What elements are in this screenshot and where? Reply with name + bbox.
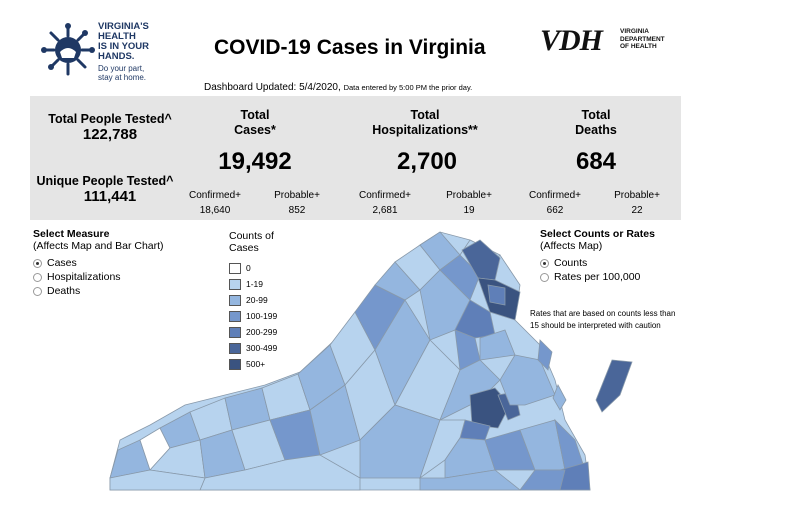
total-tested-value: 122,788 — [82, 126, 138, 143]
measure-option-label: Hospitalizations — [47, 271, 121, 283]
total-deaths-value: 684 — [575, 148, 617, 175]
measure-option-label: Deaths — [47, 285, 81, 297]
legend-label: 1-19 — [246, 279, 264, 289]
hospitalizations-label-1: Total — [410, 108, 440, 122]
legend-label: 0 — [246, 263, 251, 273]
measure-option-hospitalizations[interactable]: Hospitalizations — [33, 270, 164, 284]
rate-selector-title: Select Counts or Rates — [540, 228, 655, 240]
map-legend: Counts of Cases 0 1-19 20-99 100-199 200… — [229, 230, 299, 372]
legend-title-2: Cases — [229, 242, 259, 254]
legend-item: 100-199 — [229, 308, 299, 324]
cases-confirmed-value: 18,640 — [199, 205, 231, 216]
legend-item: 200-299 — [229, 324, 299, 340]
radio-unselected-icon[interactable] — [33, 272, 42, 282]
vdh-name: VIRGINIA DEPARTMENT OF HEALTH — [620, 28, 665, 51]
legend-label: 300-499 — [246, 343, 278, 353]
logo-line-4: HANDS. — [98, 51, 135, 62]
total-cases-label-1: Total — [240, 108, 270, 122]
total-deaths-label-1: Total — [581, 108, 611, 122]
deaths-confirmed-label: Confirmed+ — [529, 190, 581, 201]
measure-selector: Select Measure (Affects Map and Bar Char… — [33, 228, 164, 298]
deaths-probable-label: Probable+ — [614, 190, 660, 201]
rate-selector: Select Counts or Rates (Affects Map) Cou… — [540, 228, 655, 284]
cases-probable-label: Probable+ — [274, 190, 320, 201]
vdh-logo: VDH VIRGINIA DEPARTMENT OF HEALTH — [540, 24, 680, 57]
hosp-probable-label: Probable+ — [446, 190, 492, 201]
dashboard-updated: Dashboard Updated: 5/4/2020, Data entere… — [204, 82, 472, 93]
total-tested-label: Total People Tested^ — [48, 112, 172, 126]
logo-line-5: Do your part, — [98, 64, 145, 73]
rate-option-counts[interactable]: Counts — [540, 256, 655, 270]
summary-stats-panel: Total People Tested^ 122,788 Unique Peop… — [30, 96, 681, 220]
measure-selector-subtitle: (Affects Map and Bar Chart) — [33, 240, 164, 252]
rate-option-label: Rates per 100,000 — [554, 271, 641, 283]
vdh-line-3: OF HEALTH — [620, 43, 657, 50]
vdh-line-1: VIRGINIA — [620, 28, 649, 35]
radio-selected-icon[interactable] — [33, 258, 42, 268]
legend-swatch — [229, 294, 241, 306]
hosp-confirmed-value: 2,681 — [372, 205, 398, 216]
measure-option-cases[interactable]: Cases — [33, 256, 164, 270]
legend-title-1: Counts of — [229, 230, 274, 242]
virus-hands-icon — [41, 23, 95, 76]
rate-option-label: Counts — [554, 257, 588, 269]
cases-confirmed-label: Confirmed+ — [189, 190, 241, 201]
legend-swatch — [229, 310, 241, 322]
measure-option-label: Cases — [47, 257, 77, 269]
legend-label: 200-299 — [246, 327, 278, 337]
legend-item: 1-19 — [229, 276, 299, 292]
logo-line-3: IS IN YOUR — [98, 41, 150, 52]
hospitalizations-label-2: Hospitalizations** — [372, 123, 478, 137]
legend-swatch — [229, 342, 241, 354]
updated-note: Data entered by 5:00 PM the prior day. — [343, 83, 473, 92]
deaths-confirmed-value: 662 — [546, 205, 564, 216]
rate-caution-note: Rates that are based on counts less than… — [530, 309, 676, 330]
legend-label: 500+ — [246, 359, 266, 369]
total-deaths-label-2: Deaths — [575, 123, 617, 137]
total-cases-label-2: Cases* — [234, 123, 276, 137]
radio-unselected-icon[interactable] — [33, 286, 42, 296]
updated-label: Dashboard Updated: 5/4/2020, — [204, 82, 341, 93]
measure-option-deaths[interactable]: Deaths — [33, 284, 164, 298]
hosp-probable-value: 19 — [463, 205, 475, 216]
legend-swatch — [229, 278, 241, 290]
legend-item: 500+ — [229, 356, 299, 372]
virginia-health-logo: VIRGINIA'S HEALTH IS IN YOUR HANDS. Do y… — [40, 18, 160, 82]
legend-swatch — [229, 358, 241, 370]
logo-line-6: stay at home. — [98, 73, 147, 82]
unique-tested-value: 111,441 — [83, 188, 137, 205]
cases-probable-value: 852 — [288, 205, 306, 216]
vdh-mark: VDH — [540, 24, 603, 57]
logo-line-2: HEALTH — [98, 31, 136, 42]
total-cases-value: 19,492 — [218, 148, 292, 175]
legend-label: 20-99 — [246, 295, 268, 305]
vdh-line-2: DEPARTMENT — [620, 35, 665, 43]
radio-unselected-icon[interactable] — [540, 272, 549, 282]
measure-selector-title: Select Measure — [33, 228, 110, 240]
legend-swatch — [229, 326, 241, 338]
logo-line-1: VIRGINIA'S — [98, 21, 149, 32]
page-title: COVID-19 Cases in Virginia — [214, 36, 486, 59]
legend-label: 100-199 — [246, 311, 278, 321]
rate-option-per-100k[interactable]: Rates per 100,000 — [540, 270, 655, 284]
hospitalizations-value: 2,700 — [396, 148, 458, 175]
deaths-probable-value: 22 — [631, 205, 643, 216]
legend-item: 20-99 — [229, 292, 299, 308]
legend-item: 300-499 — [229, 340, 299, 356]
legend-swatch — [229, 262, 241, 274]
hosp-confirmed-label: Confirmed+ — [359, 190, 411, 201]
radio-selected-icon[interactable] — [540, 258, 549, 268]
rate-selector-subtitle: (Affects Map) — [540, 240, 603, 252]
unique-tested-label: Unique People Tested^ — [36, 174, 174, 188]
legend-item: 0 — [229, 260, 299, 276]
